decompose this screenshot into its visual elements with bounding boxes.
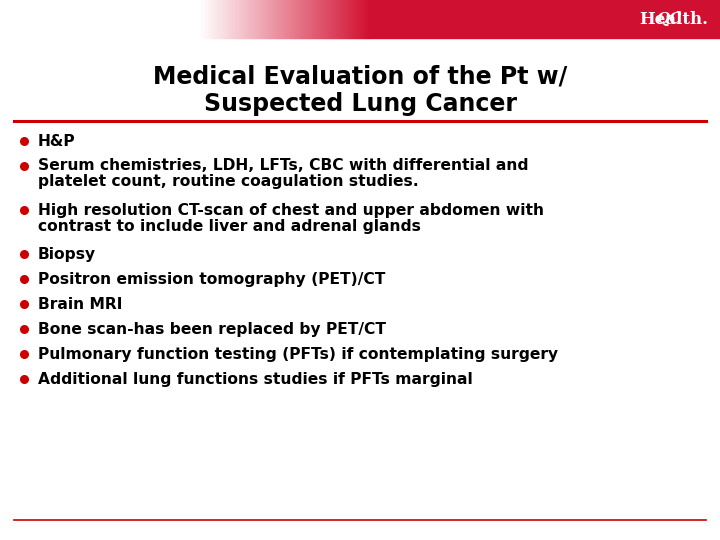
Text: Positron emission tomography (PET)/CT: Positron emission tomography (PET)/CT xyxy=(38,272,385,287)
Text: Pulmonary function testing (PFTs) if contemplating surgery: Pulmonary function testing (PFTs) if con… xyxy=(38,347,558,362)
Text: platelet count, routine coagulation studies.: platelet count, routine coagulation stud… xyxy=(38,174,419,190)
Text: Bone scan-has been replaced by PET/CT: Bone scan-has been replaced by PET/CT xyxy=(38,322,386,336)
Text: High resolution CT-scan of chest and upper abdomen with: High resolution CT-scan of chest and upp… xyxy=(38,202,544,218)
Text: Serum chemistries, LDH, LFTs, CBC with differential and: Serum chemistries, LDH, LFTs, CBC with d… xyxy=(38,158,528,173)
Text: Suspected Lung Cancer: Suspected Lung Cancer xyxy=(204,92,516,116)
Bar xyxy=(370,0,720,38)
Text: Additional lung functions studies if PFTs marginal: Additional lung functions studies if PFT… xyxy=(38,372,473,387)
Text: Biopsy: Biopsy xyxy=(38,247,96,262)
Text: QC: QC xyxy=(656,12,681,26)
Bar xyxy=(0,0,200,38)
Text: Medical Evaluation of the Pt w/: Medical Evaluation of the Pt w/ xyxy=(153,64,567,88)
Text: Brain MRI: Brain MRI xyxy=(38,296,122,312)
Text: contrast to include liver and adrenal glands: contrast to include liver and adrenal gl… xyxy=(38,219,421,234)
Text: Health.: Health. xyxy=(639,10,708,28)
Text: H&P: H&P xyxy=(38,133,76,148)
